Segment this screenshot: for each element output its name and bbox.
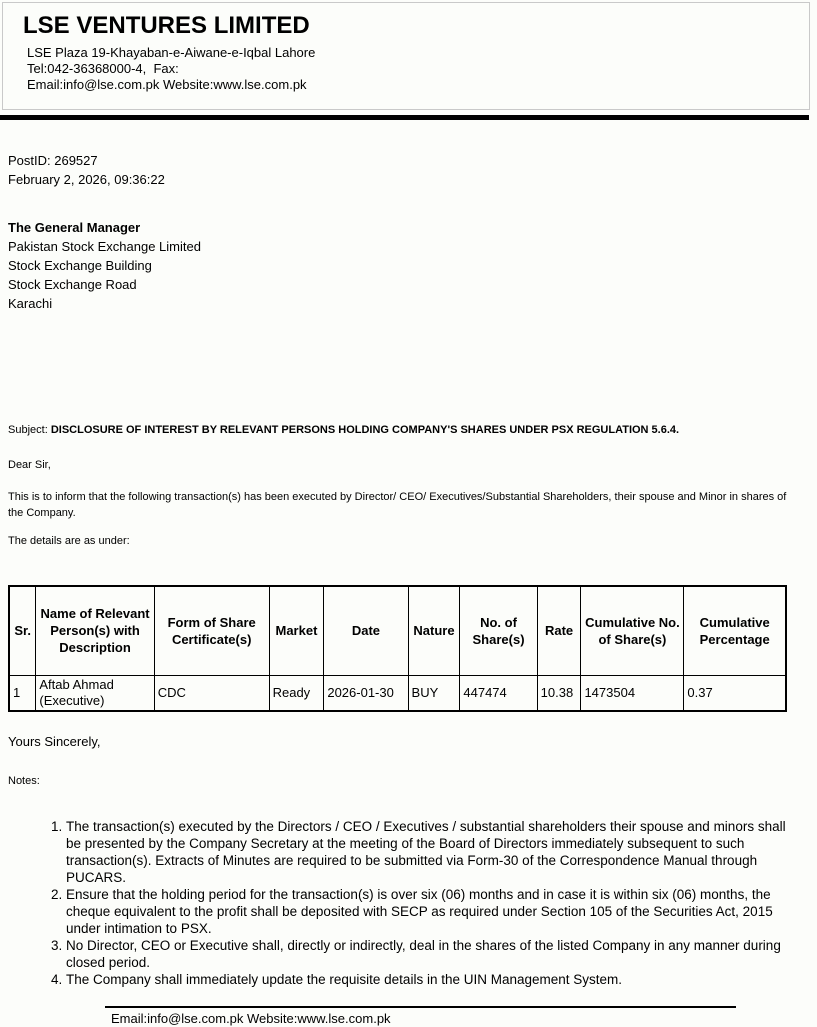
table-cell: 447474	[459, 674, 538, 711]
recipient-building: Stock Exchange Building	[8, 258, 152, 273]
table-header-cell: No. of Share(s)	[459, 585, 538, 676]
table-header-cell: Nature	[407, 585, 461, 676]
subject-text: DISCLOSURE OF INTEREST BY RELEVANT PERSO…	[50, 424, 680, 436]
notes-list: The transaction(s) executed by the Direc…	[8, 818, 793, 988]
table-header-cell: Sr.	[8, 585, 37, 676]
table-cell: 10.38	[536, 674, 582, 711]
body-paragraph: This is to inform that the following tra…	[8, 491, 787, 519]
table-cell: Aftab Ahmad (Executive)	[35, 674, 155, 711]
subject-line: Subject: DISCLOSURE OF INTEREST BY RELEV…	[8, 423, 787, 437]
recipient-road: Stock Exchange Road	[8, 277, 137, 292]
letterhead-phone-line: Tel:042-36368000-4, Fax:	[27, 61, 179, 76]
footer-text: Email:info@lse.com.pk Website:www.lse.co…	[111, 1010, 391, 1026]
table-header-cell: Name of Relevant Person(s) with Descript…	[35, 585, 155, 676]
table-cell: 1	[8, 674, 37, 711]
recipient-org: Pakistan Stock Exchange Limited	[8, 239, 201, 254]
table-header-cell: Cumulative Percentage	[683, 585, 787, 676]
post-datetime: February 2, 2026, 09:36:22	[8, 172, 165, 187]
note-item: No Director, CEO or Executive shall, dir…	[66, 937, 793, 971]
table-header-row: Sr. Name of Relevant Person(s) with Descr…	[8, 585, 787, 676]
table-header-cell: Date	[323, 585, 409, 676]
table-cell: 2026-01-30	[323, 674, 409, 711]
table-row: 1 Aftab Ahmad (Executive) CDC Ready 2026-01-…	[8, 674, 787, 711]
recipient-city: Karachi	[8, 296, 53, 311]
footer-divider	[105, 1005, 736, 1008]
details-intro: The details are as under:	[8, 535, 130, 547]
note-item: Ensure that the holding period for the t…	[66, 886, 793, 937]
notes-label: Notes:	[8, 774, 40, 787]
table-cell: Ready	[268, 674, 325, 711]
table-header-cell: Rate	[536, 585, 582, 676]
table-cell: CDC	[153, 674, 270, 711]
letterhead-address-line: LSE Plaza 19-Khayaban-e-Aiwane-e-Iqbal L…	[27, 45, 316, 60]
company-name: LSE VENTURES LIMITED	[23, 12, 310, 39]
table-cell: 0.37	[683, 674, 787, 711]
page-footer: Email:info@lse.com.pk Website:www.lse.co…	[105, 1005, 817, 1027]
table-header-cell: Form of Share Certificate(s)	[153, 585, 270, 676]
table-header-cell: Market	[268, 585, 325, 676]
post-meta: PostID: 269527 February 2, 2026, 09:36:2…	[8, 151, 787, 189]
recipient-address: The General Manager Pakistan Stock Excha…	[8, 218, 787, 313]
table-header-cell: Cumulative No. of Share(s)	[580, 585, 685, 676]
signoff: Yours Sincerely,	[8, 733, 101, 749]
salutation: Dear Sir,	[8, 459, 51, 471]
subject-label: Subject:	[8, 424, 48, 436]
table-cell: BUY	[407, 674, 461, 711]
table-body: 1 Aftab Ahmad (Executive) CDC Ready 2026-01-…	[8, 674, 787, 711]
recipient-title: The General Manager	[8, 220, 141, 235]
letter-body: PostID: 269527 February 2, 2026, 09:36:2…	[0, 151, 817, 988]
letterhead-email-line: Email:info@lse.com.pk Website:www.lse.co…	[27, 77, 307, 92]
note-item: The transaction(s) executed by the Direc…	[66, 818, 793, 886]
table-cell: 1473504	[580, 674, 685, 711]
post-id: PostID: 269527	[8, 153, 98, 168]
note-item: The Company shall immediately update the…	[66, 971, 793, 988]
transactions-table: Sr. Name of Relevant Person(s) with Descr…	[8, 585, 787, 712]
letterhead: LSE VENTURES LIMITED LSE Plaza 19-Khayab…	[2, 2, 810, 110]
header-divider	[0, 115, 809, 120]
